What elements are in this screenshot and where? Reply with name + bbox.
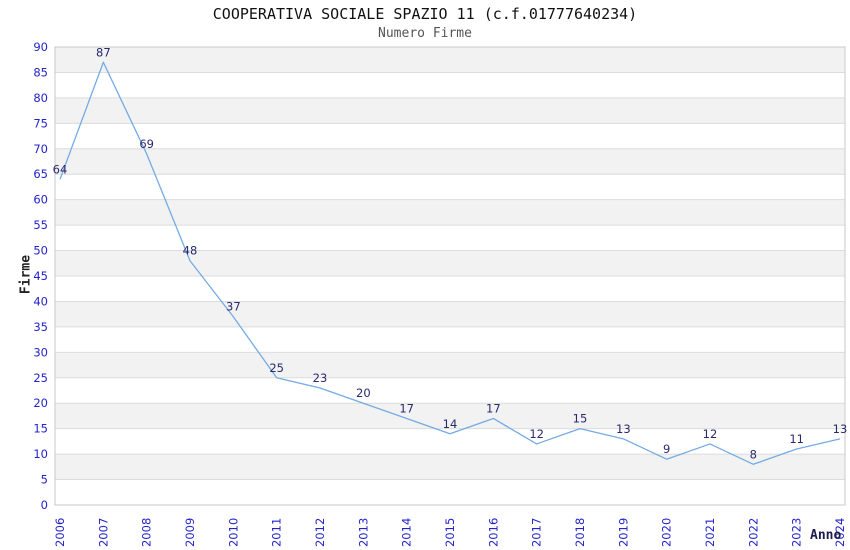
x-tick-label: 2023 bbox=[790, 518, 804, 547]
grid-band bbox=[55, 301, 845, 327]
x-tick-label: 2017 bbox=[530, 518, 544, 547]
x-tick-label: 2022 bbox=[746, 518, 760, 547]
data-point-label: 37 bbox=[226, 300, 241, 314]
grid-band bbox=[55, 454, 845, 480]
grid-band bbox=[55, 97, 845, 124]
y-tick-label: 5 bbox=[41, 473, 48, 487]
y-tick-label: 25 bbox=[33, 371, 48, 385]
x-axis-title: Anno bbox=[810, 528, 842, 543]
grid-band bbox=[55, 148, 845, 175]
y-tick-label: 10 bbox=[33, 447, 48, 461]
y-tick-label: 65 bbox=[33, 167, 48, 181]
chart-subtitle: Numero Firme bbox=[378, 26, 472, 41]
y-tick-label: 45 bbox=[33, 269, 48, 283]
y-tick-label: 15 bbox=[33, 422, 48, 436]
y-tick-label: 35 bbox=[33, 320, 48, 334]
data-point-label: 17 bbox=[486, 401, 501, 415]
chart-title: COOPERATIVA SOCIALE SPAZIO 11 (c.f.01777… bbox=[212, 5, 638, 23]
x-tick-label: 2024 bbox=[833, 518, 847, 547]
x-tick-label: 2015 bbox=[443, 518, 457, 547]
y-tick-label: 40 bbox=[33, 294, 48, 308]
data-point-label: 20 bbox=[356, 386, 371, 400]
y-tick-label: 55 bbox=[33, 218, 48, 232]
x-tick-label: 2012 bbox=[313, 518, 327, 547]
grid-band bbox=[55, 403, 845, 429]
data-point-label: 13 bbox=[616, 422, 631, 436]
data-point-label: 8 bbox=[750, 447, 757, 461]
y-tick-label: 90 bbox=[33, 40, 48, 54]
data-point-label: 23 bbox=[313, 371, 328, 385]
data-point-label: 69 bbox=[139, 137, 154, 151]
x-tick-label: 2006 bbox=[53, 518, 67, 547]
data-point-label: 87 bbox=[96, 45, 111, 59]
x-tick-label: 2011 bbox=[270, 518, 284, 547]
x-tick-label: 2010 bbox=[226, 518, 240, 547]
y-tick-label: 80 bbox=[33, 91, 48, 105]
data-point-label: 14 bbox=[443, 417, 458, 431]
y-tick-label: 50 bbox=[33, 244, 48, 258]
line-series bbox=[59, 61, 841, 465]
data-point-label: 12 bbox=[703, 427, 718, 441]
grid-band bbox=[55, 199, 845, 226]
data-point-label: 15 bbox=[573, 412, 588, 426]
x-tick-label: 2007 bbox=[96, 518, 110, 547]
x-tick-label: 2020 bbox=[660, 518, 674, 547]
x-tick-label: 2008 bbox=[140, 518, 154, 547]
data-point-label: 12 bbox=[529, 427, 544, 441]
y-tick-label: 20 bbox=[33, 396, 48, 410]
plot-border bbox=[54, 46, 846, 506]
grid-band bbox=[55, 250, 845, 276]
x-tick-label: 2019 bbox=[616, 518, 630, 547]
x-tick-label: 2018 bbox=[573, 518, 587, 547]
y-tick-label: 70 bbox=[33, 142, 48, 156]
y-tick-label: 75 bbox=[33, 116, 48, 130]
data-point-label: 13 bbox=[833, 422, 848, 436]
x-tick-label: 2021 bbox=[703, 518, 717, 547]
data-point-label: 25 bbox=[269, 361, 284, 375]
x-tick-label: 2013 bbox=[356, 518, 370, 547]
y-tick-label: 60 bbox=[33, 193, 48, 207]
x-tick-label: 2009 bbox=[183, 518, 197, 547]
y-tick-label: 85 bbox=[33, 65, 48, 79]
data-point-label: 48 bbox=[183, 244, 198, 258]
y-tick-label: 0 bbox=[41, 498, 48, 512]
data-point-label: 64 bbox=[53, 162, 68, 176]
data-point-label: 11 bbox=[789, 432, 804, 446]
grid-band bbox=[55, 47, 845, 73]
y-axis-title: Firme bbox=[18, 254, 34, 295]
data-point-label: 9 bbox=[663, 442, 670, 456]
x-tick-label: 2014 bbox=[400, 518, 414, 547]
y-tick-label: 30 bbox=[33, 345, 48, 359]
grid-band bbox=[55, 352, 845, 378]
x-tick-label: 2016 bbox=[486, 518, 500, 547]
data-point-label: 17 bbox=[399, 401, 414, 415]
